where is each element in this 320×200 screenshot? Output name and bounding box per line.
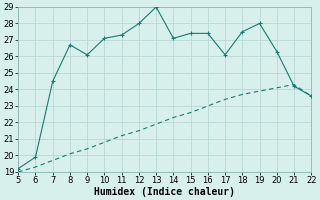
X-axis label: Humidex (Indice chaleur): Humidex (Indice chaleur) (94, 186, 235, 197)
